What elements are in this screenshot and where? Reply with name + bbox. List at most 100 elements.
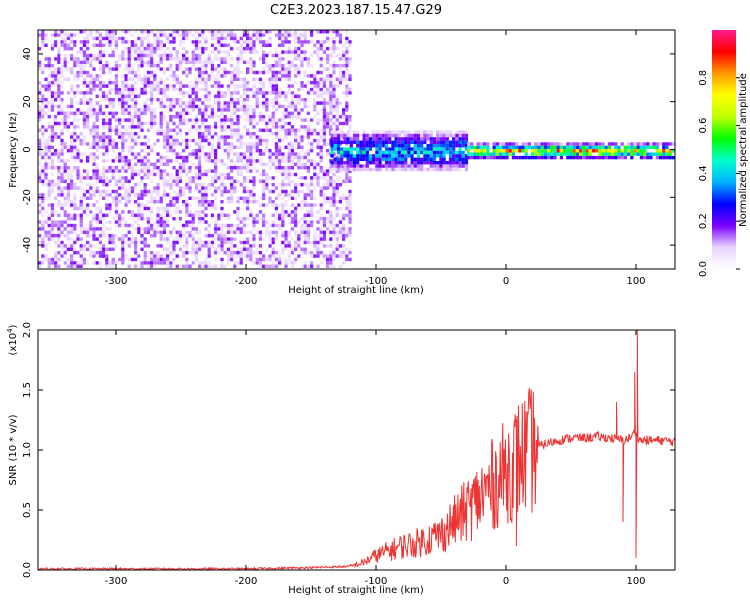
spectrogram-cell — [201, 33, 205, 37]
spectrogram-cell — [79, 200, 83, 204]
spectrogram-cell — [445, 140, 449, 144]
spectrogram-cell — [175, 64, 179, 68]
spectrogram-cell — [335, 247, 339, 251]
spectrogram-cell — [294, 40, 298, 44]
spectrogram-cell — [455, 157, 459, 161]
spectrogram-cell — [322, 254, 326, 258]
spectrogram-cell — [352, 167, 357, 172]
spectrogram-cell — [303, 230, 307, 234]
spectrogram-cell — [70, 237, 74, 241]
spectrogram-cell — [114, 223, 118, 228]
spectrogram-cell — [274, 74, 278, 78]
spectrogram-cell — [47, 87, 51, 92]
spectrogram-cell — [47, 230, 51, 234]
spectrogram-cell — [140, 142, 144, 146]
spectrogram-cell — [268, 159, 272, 163]
spectrogram-cell — [265, 149, 269, 153]
spectrogram-cell — [95, 43, 99, 47]
spectrogram-cell — [60, 74, 64, 78]
spectrogram-cell — [146, 169, 150, 173]
spectrogram-cell — [316, 30, 320, 34]
spectrogram-cell — [585, 149, 589, 153]
spectrogram-cell — [479, 145, 483, 150]
spectrogram-cell — [375, 130, 379, 134]
spectrogram-cell — [153, 254, 157, 258]
spectrogram-cell — [400, 164, 405, 168]
spectrogram-cell — [102, 125, 106, 129]
spectrogram-cell — [332, 43, 336, 47]
spectrogram-cell — [461, 133, 465, 138]
spectrogram-cell — [294, 50, 298, 54]
spectrogram-cell — [50, 223, 54, 228]
spectrogram-cell — [182, 101, 186, 105]
spectrogram-cell — [297, 162, 301, 166]
spectrogram-cell — [89, 33, 93, 37]
spectrogram-cell — [57, 104, 61, 109]
spectrogram-cell — [124, 223, 128, 228]
spectrogram-cell — [44, 183, 48, 187]
spectrogram-cell — [352, 164, 357, 168]
spectrogram-cell — [63, 60, 67, 64]
spectrogram-cell — [127, 200, 131, 204]
spectrogram-cell — [255, 200, 259, 204]
spectrogram-cell — [198, 247, 202, 251]
spectrogram-cell — [349, 147, 353, 151]
spectrogram-cell — [114, 142, 118, 146]
spectrogram-cell — [345, 230, 349, 234]
spectrogram-cell — [230, 91, 234, 95]
spectrogram-cell — [226, 217, 230, 221]
spectrogram-cell — [92, 87, 96, 92]
spectrogram-cell — [188, 169, 192, 173]
spectrogram-cell — [319, 101, 323, 105]
spectrogram-cell — [76, 64, 80, 68]
spectrogram-cell — [255, 257, 259, 262]
spectrogram-cell — [66, 91, 70, 95]
spectrogram-cell — [127, 179, 131, 183]
spectrogram-cell — [553, 142, 557, 146]
spectrogram-cell — [137, 203, 141, 207]
spectrogram-cell — [252, 40, 256, 44]
spectrogram-cell — [41, 220, 45, 224]
spectrogram-cell — [153, 36, 157, 41]
spectrogram-cell — [464, 133, 469, 138]
spectrogram-cell — [336, 137, 341, 141]
spectrogram-cell — [322, 84, 326, 88]
spectrogram-cell — [639, 142, 643, 146]
spectrogram-cell — [137, 115, 141, 119]
spectrogram-cell — [50, 70, 54, 75]
spectrogram-cell — [585, 145, 589, 150]
spectrogram-cell — [397, 161, 401, 165]
spectrogram-cell — [236, 108, 240, 112]
spectrogram-cell — [185, 257, 189, 262]
spectrogram-cell — [375, 144, 379, 148]
spectrogram-cell — [306, 264, 310, 268]
spectrogram-cell — [156, 244, 160, 248]
spectrogram-cell — [268, 118, 272, 122]
spectrogram-cell — [319, 213, 323, 217]
spectrogram-cell — [63, 261, 67, 265]
spectrogram-cell — [214, 176, 218, 180]
spectrogram-cell — [287, 230, 291, 234]
spectrogram-cell — [194, 257, 198, 262]
spectrogram-cell — [185, 210, 189, 214]
spectrogram-cell — [290, 227, 294, 231]
spectrogram-cell — [527, 142, 531, 146]
spectrogram-cell — [319, 118, 323, 122]
spectrogram-cell — [127, 40, 131, 44]
spectrogram-cell — [233, 36, 237, 41]
spectrogram-cell — [114, 261, 118, 265]
spectrogram-cell — [127, 186, 131, 190]
spectrogram-cell — [38, 159, 42, 163]
spectrogram-cell — [134, 240, 138, 245]
spectrogram-cell — [102, 169, 106, 173]
spectrogram-cell — [185, 155, 189, 160]
spectrogram-cell — [290, 125, 294, 129]
spectrogram-cell — [191, 108, 195, 112]
spectrogram-cell — [316, 145, 320, 149]
spectrogram-cell — [194, 213, 198, 217]
spectrogram-cell — [210, 84, 214, 88]
spectrogram-cell — [252, 234, 256, 238]
spectrogram-cell — [290, 111, 294, 115]
spectrogram-cell — [236, 53, 240, 58]
spectrogram-cell — [319, 47, 323, 51]
